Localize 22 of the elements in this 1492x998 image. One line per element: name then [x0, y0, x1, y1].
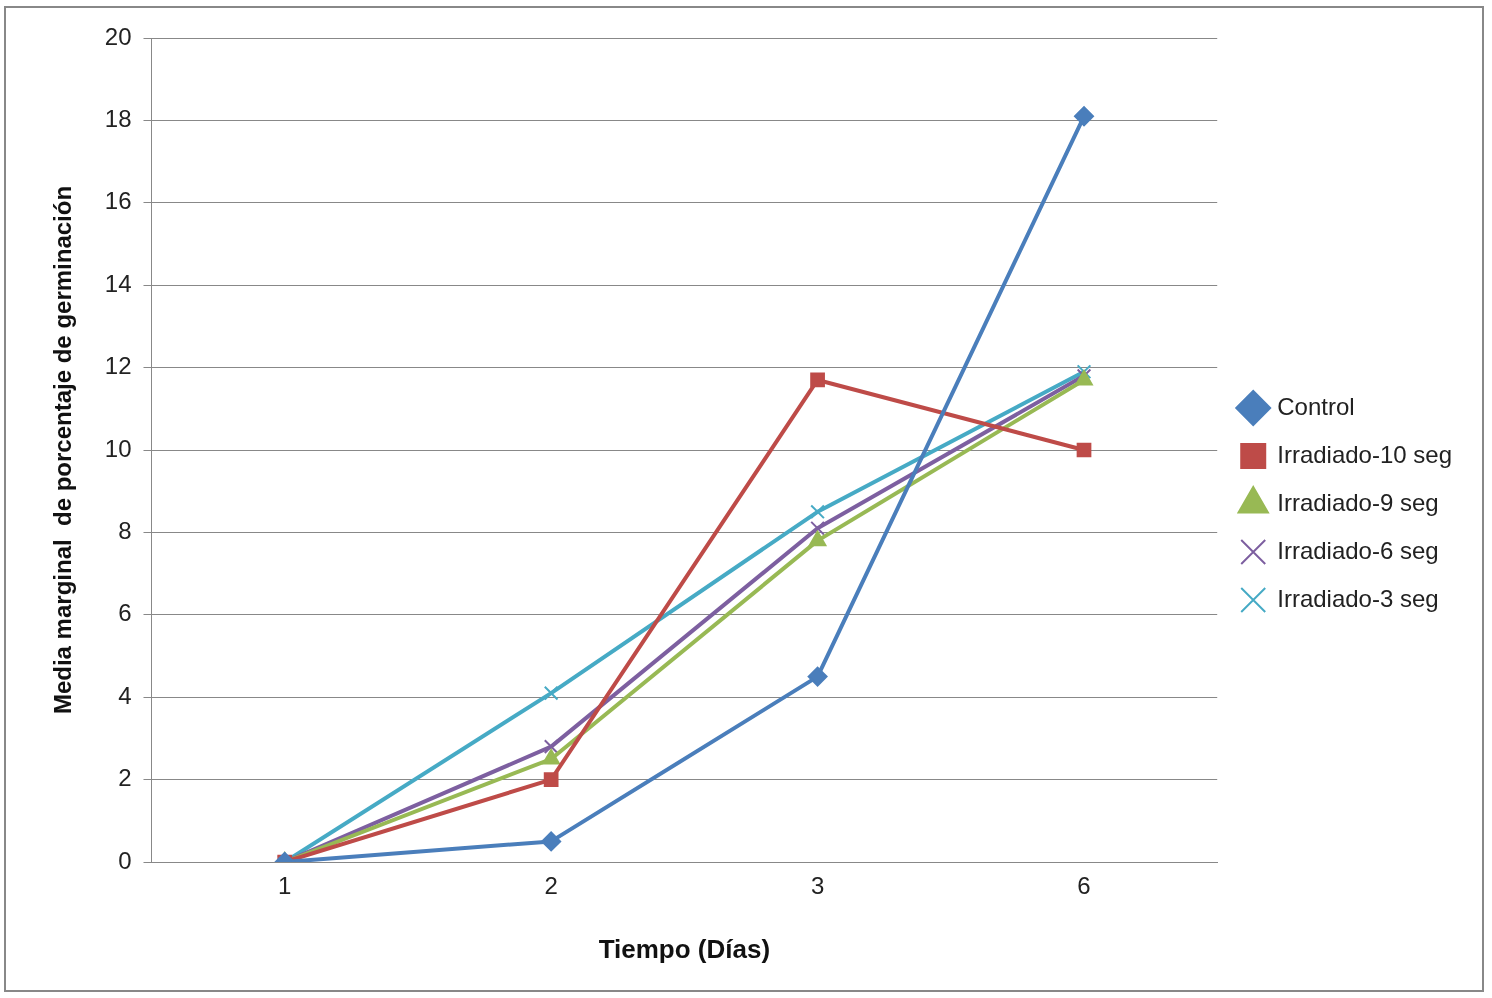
x-axis-title: Tiempo (Días): [598, 933, 771, 964]
legend-label: Irradiado-6 seg: [1277, 536, 1439, 564]
x-tick-label: 2: [544, 872, 558, 900]
y-tick-label: 0: [118, 846, 132, 874]
x-tick-label: 6: [1077, 872, 1091, 900]
y-tick-label: 18: [104, 105, 132, 133]
y-tick-label: 14: [104, 269, 132, 297]
y-tick-label: 20: [104, 22, 132, 50]
legend-label: Irradiado-9 seg: [1277, 488, 1439, 516]
legend-label: Irradiado-10 seg: [1277, 440, 1453, 468]
y-tick-label: 4: [118, 681, 132, 709]
legend-label: Irradiado-3 seg: [1277, 584, 1439, 612]
y-tick-label: 2: [118, 764, 132, 792]
y-axis-title: Media marginal de porcentaje de germinación: [49, 185, 77, 715]
y-tick-label: 10: [104, 434, 132, 462]
y-tick-label: 12: [104, 352, 132, 380]
legend-label: Control: [1277, 392, 1355, 420]
y-tick-label: 16: [104, 187, 132, 215]
x-tick-label: 3: [810, 872, 825, 900]
x-tick-label: 1: [278, 872, 292, 900]
y-tick-label: 6: [118, 599, 132, 627]
y-tick-label: 8: [118, 517, 132, 545]
